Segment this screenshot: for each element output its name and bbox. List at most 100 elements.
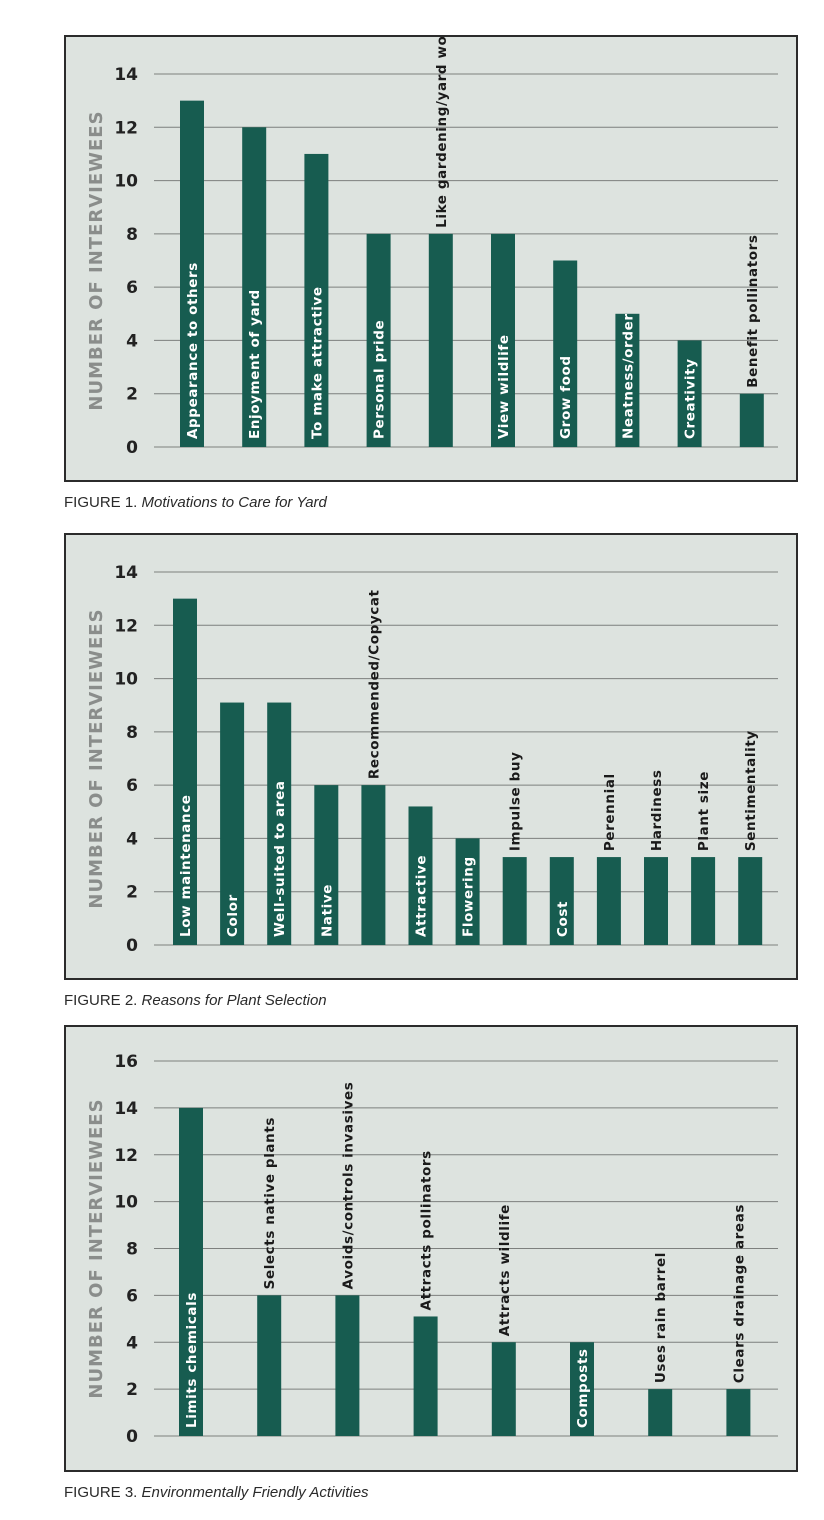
figure-3-chart: 0 2 4 6 8 10 12 14 16 NUMBER OF INTERVIEWEES Limit…: [86, 1052, 778, 1447]
y-tick-label: 14: [114, 65, 138, 85]
bar: [455, 838, 480, 945]
y-tick-label: 6: [126, 776, 138, 796]
bar: [361, 785, 386, 945]
bar: [726, 1389, 751, 1436]
bar: [648, 1389, 673, 1436]
figure-3-caption: FIGURE 3. Environmentally Friendly Activ…: [64, 1484, 369, 1501]
y-tick-label: 10: [114, 1193, 138, 1213]
bar-label: Avoids/controls invasives: [340, 1082, 356, 1290]
bar-label: Benefit pollinators: [745, 234, 761, 387]
y-axis-label: NUMBER OF INTERVIEWEES: [86, 110, 107, 410]
y-tick-label: 4: [126, 331, 138, 351]
bar-label: Cost: [555, 901, 571, 937]
y-tick-label: 2: [126, 883, 138, 903]
bar: [644, 857, 668, 945]
bar-label: Personal pride: [372, 320, 388, 439]
y-tick-label: 8: [126, 723, 138, 743]
figure-1-chart: 0 2 4 6 8 10 12 14 NUMBER OF INTERVIEWEES Appeara…: [86, 37, 778, 458]
y-tick-label: 4: [126, 1333, 138, 1353]
bar: [267, 702, 292, 945]
y-tick-label: 0: [126, 1427, 138, 1447]
y-tick-label: 14: [114, 563, 138, 583]
bar-label: Flowering: [461, 856, 477, 937]
figure-1-caption-label: FIGURE 1.: [64, 494, 138, 511]
bar: [180, 100, 204, 447]
y-tick-label: 0: [126, 438, 138, 458]
bar-label: Well-suited to area: [272, 780, 288, 937]
y-tick-label: 8: [126, 225, 138, 245]
bar-label: Uses rain barrel: [653, 1252, 669, 1383]
figure-2-chart: 0 2 4 6 8 10 12 14 NUMBER OF INTERVIEWEES Low mai…: [86, 563, 778, 956]
bar: [739, 393, 764, 447]
y-tick-label: 16: [114, 1052, 138, 1072]
y-tick-label: 6: [126, 1286, 138, 1306]
bar: [428, 233, 453, 447]
bar-label: Hardiness: [649, 769, 665, 851]
figure-3-panel: 0 2 4 6 8 10 12 14 16 NUMBER OF INTERVIEWEES Limit…: [64, 1025, 798, 1472]
bar-label: Sentimentality: [743, 730, 759, 851]
bar-label: Neatness/order: [620, 313, 636, 439]
bar: [179, 1107, 203, 1436]
bar: [570, 1342, 594, 1436]
bar-label: Plant size: [696, 771, 712, 851]
bar: [677, 340, 702, 447]
bar-label: Recommended/Copycat: [366, 589, 382, 779]
bar: [220, 702, 245, 945]
bar: [366, 233, 391, 447]
y-tick-label: 12: [114, 118, 138, 138]
bar: [242, 127, 267, 448]
bar: [549, 857, 574, 945]
bar: [596, 857, 621, 945]
bar: [691, 857, 716, 945]
figure-1-caption: FIGURE 1. Motivations to Care for Yard: [64, 494, 327, 511]
figure-2-caption-title: Reasons for Plant Selection: [141, 992, 327, 1009]
bar-label: Composts: [575, 1348, 591, 1428]
figure-1-caption-title: Motivations to Care for Yard: [141, 494, 327, 511]
y-axis-label: NUMBER OF INTERVIEWEES: [86, 1098, 107, 1398]
y-tick-label: 6: [126, 278, 138, 298]
y-tick-label: 10: [114, 172, 138, 192]
bar: [408, 806, 433, 945]
figure-3-caption-label: FIGURE 3.: [64, 1484, 138, 1501]
bar-label: Limits chemicals: [184, 1292, 200, 1428]
bar: [257, 1295, 282, 1436]
bar-label: Like gardening/yard work: [434, 37, 450, 228]
bar-label: Color: [225, 894, 241, 937]
bar: [314, 785, 339, 945]
bar: [491, 1342, 516, 1436]
y-tick-label: 2: [126, 385, 138, 405]
y-axis-label: NUMBER OF INTERVIEWEES: [86, 608, 107, 908]
bar-label: Attractive: [414, 855, 430, 937]
bar-label: Attracts wildlife: [497, 1204, 513, 1336]
y-tick-label: 2: [126, 1380, 138, 1400]
bar-label: Attracts pollinators: [419, 1150, 435, 1310]
bar-label: Creativity: [683, 358, 699, 439]
bar-label: Enjoyment of yard: [247, 289, 263, 439]
bar-label: Grow food: [558, 355, 574, 439]
y-tick-label: 0: [126, 936, 138, 956]
y-tick-label: 12: [114, 616, 138, 636]
figure-2-caption: FIGURE 2. Reasons for Plant Selection: [64, 992, 327, 1009]
bar: [413, 1316, 438, 1436]
bar-label: Clears drainage areas: [731, 1204, 747, 1383]
bar: [173, 598, 197, 945]
bar: [615, 313, 640, 447]
y-tick-label: 4: [126, 829, 138, 849]
bar-label: Selects native plants: [262, 1117, 278, 1289]
y-tick-label: 12: [114, 1146, 138, 1166]
y-tick-label: 8: [126, 1240, 138, 1260]
bar: [335, 1295, 360, 1436]
bar-label: To make attractive: [309, 286, 325, 439]
bar-label: Perennial: [602, 773, 618, 851]
bar: [491, 233, 515, 447]
figure-1-panel: 0 2 4 6 8 10 12 14 NUMBER OF INTERVIEWEES Appeara…: [64, 35, 798, 482]
bar: [553, 260, 578, 447]
bar-label: Low maintenance: [178, 794, 194, 937]
figure-2-caption-label: FIGURE 2.: [64, 992, 138, 1009]
y-tick-label: 14: [114, 1099, 138, 1119]
bar-label: Native: [319, 884, 335, 937]
y-tick-label: 10: [114, 670, 138, 690]
bar: [502, 857, 527, 945]
bar: [738, 857, 763, 945]
bar-label: View wildlife: [496, 334, 512, 439]
